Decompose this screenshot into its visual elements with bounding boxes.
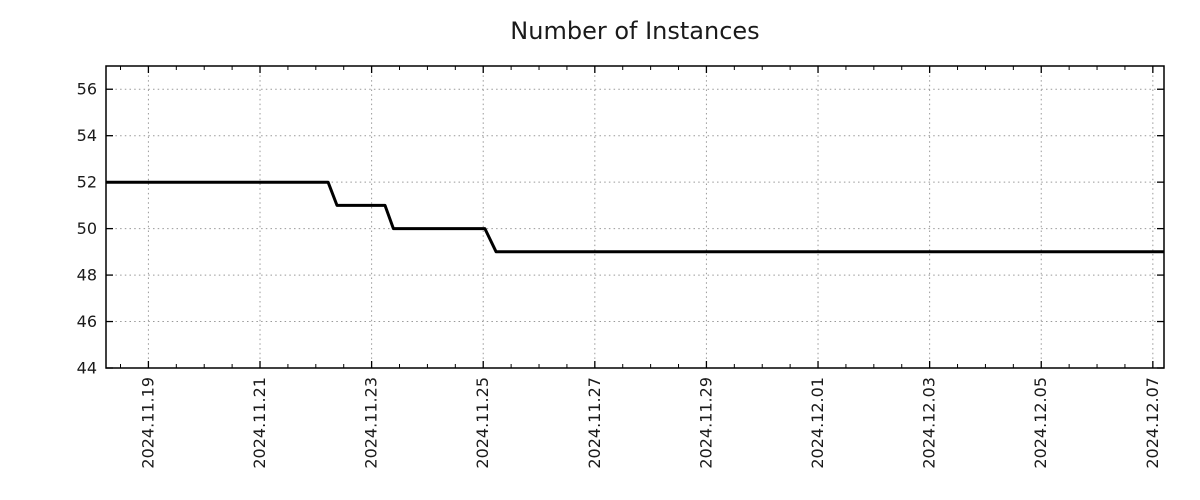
y-tick-label: 54 <box>77 126 97 145</box>
x-tick-label: 2024.11.19 <box>138 377 157 469</box>
x-tick-label: 2024.12.01 <box>808 377 827 469</box>
data-line <box>106 180 1164 254</box>
x-tick-label: 2024.11.25 <box>473 377 492 469</box>
plot-area: 44 46 48 50 52 54 56 2024.11.19 2024.11.21 2024.1… <box>77 65 1165 469</box>
y-tick-label: 44 <box>77 359 97 378</box>
plot-border <box>105 65 1165 369</box>
y-tick-label: 56 <box>77 80 97 99</box>
x-tick-label: 2024.11.21 <box>250 377 269 469</box>
y-tick-label: 50 <box>77 219 97 238</box>
chart-title: Number of Instances <box>510 17 759 45</box>
x-tick-label: 2024.11.27 <box>585 377 604 469</box>
x-tick-label: 2024.11.23 <box>362 377 381 469</box>
y-tick-label: 48 <box>77 266 97 285</box>
x-tick-label: 2024.12.05 <box>1031 377 1050 469</box>
x-tick-label: 2024.12.03 <box>920 377 939 469</box>
y-tick-label: 52 <box>77 173 97 192</box>
x-tick-label: 2024.12.07 <box>1143 377 1162 469</box>
x-tick-label: 2024.11.29 <box>696 377 715 469</box>
y-tick-label: 46 <box>77 312 97 331</box>
